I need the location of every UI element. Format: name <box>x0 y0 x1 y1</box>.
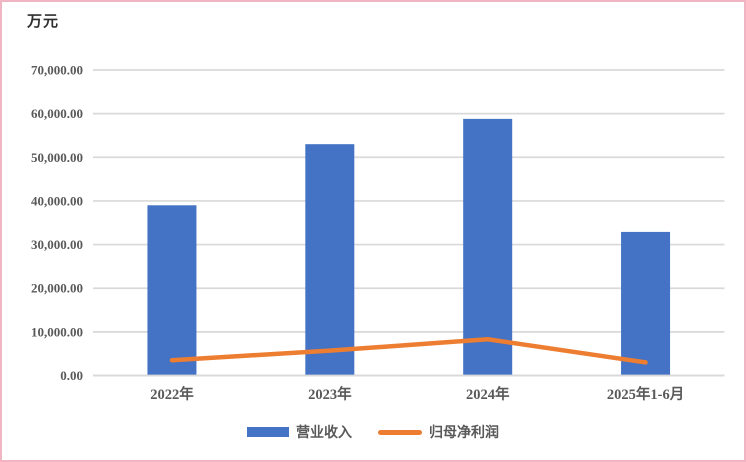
y-axis-unit-label: 万元 <box>27 14 60 30</box>
x-axis-label: 2023年 <box>308 385 352 403</box>
y-axis-tick-label: 70,000.00 <box>31 63 83 78</box>
y-axis-tick-label: 30,000.00 <box>31 237 83 252</box>
legend-item-revenue: 营业收入 <box>247 422 352 442</box>
y-axis-tick-label: 20,000.00 <box>31 281 83 296</box>
y-axis-tick-label: 10,000.00 <box>31 324 83 339</box>
x-axis-label: 2025年1-6月 <box>607 385 684 403</box>
legend-item-net-profit: 归母净利润 <box>378 422 499 442</box>
x-axis-label: 2022年 <box>150 385 194 403</box>
bar-2022年 <box>147 205 197 376</box>
legend-label-revenue: 营业收入 <box>296 426 352 441</box>
bar-2024年 <box>463 118 513 376</box>
y-axis-tick-label: 0.00 <box>60 368 83 383</box>
legend-bar-swatch-icon <box>247 427 289 437</box>
legend-line-swatch-icon <box>378 429 422 435</box>
legend: 营业收入 归母净利润 <box>2 422 744 442</box>
y-axis-tick-label: 50,000.00 <box>31 150 83 165</box>
y-axis-tick-label: 60,000.00 <box>31 106 83 121</box>
legend-label-net-profit: 归母净利润 <box>429 426 499 441</box>
bar-2025年1-6月 <box>621 231 671 376</box>
net-profit-line <box>169 337 648 365</box>
bar-2023年 <box>305 144 355 376</box>
y-axis-tick-label: 40,000.00 <box>31 193 83 208</box>
x-axis-label: 2024年 <box>466 385 510 403</box>
